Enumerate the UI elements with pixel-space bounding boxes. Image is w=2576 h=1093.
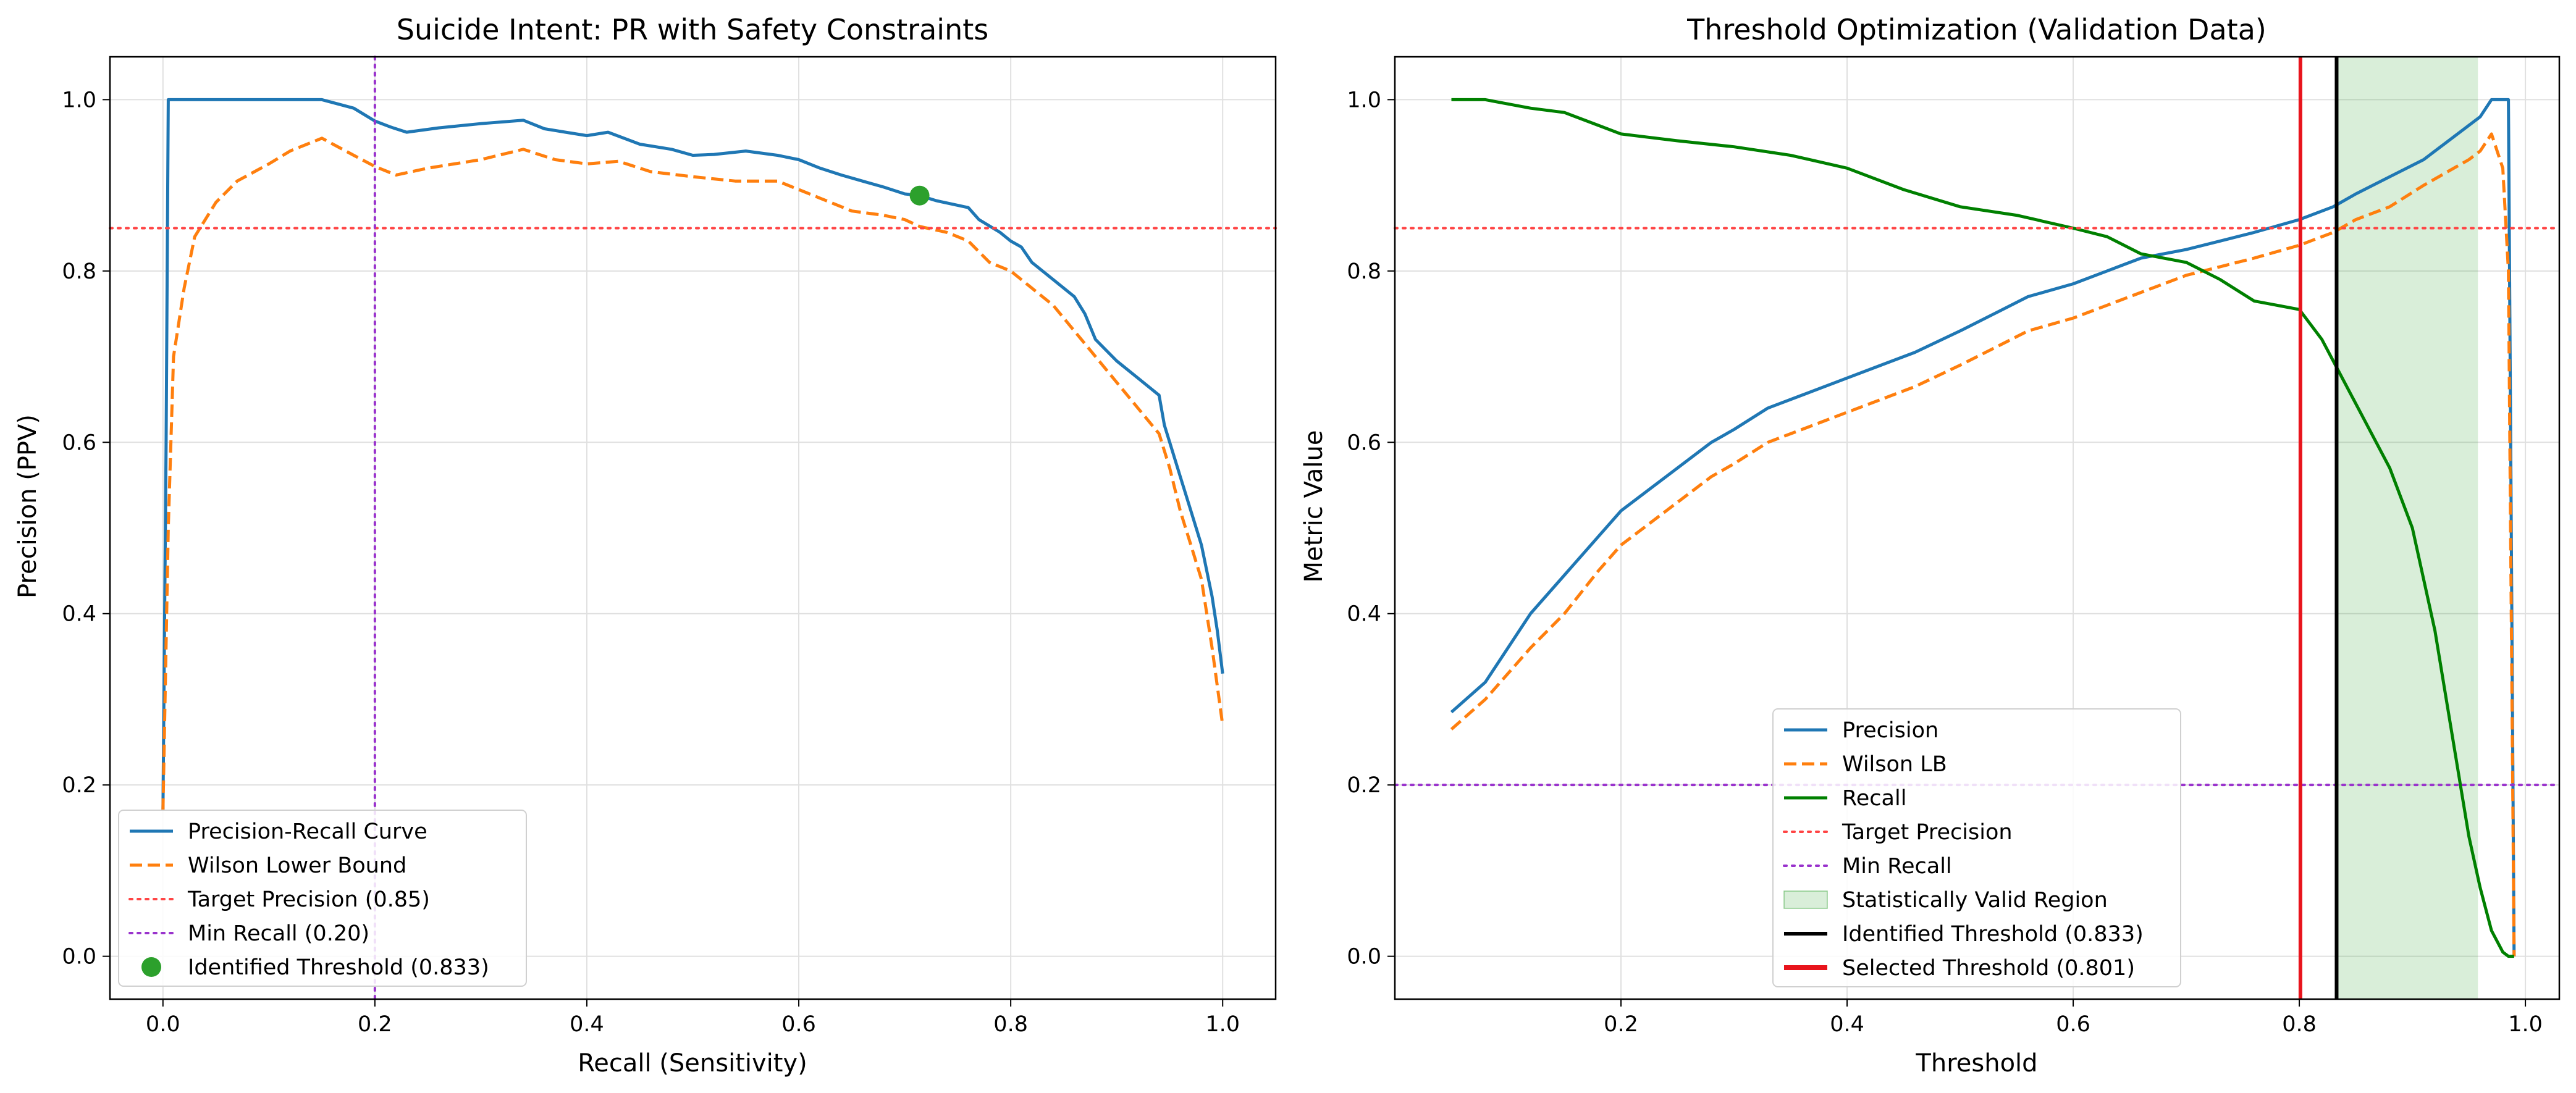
threshold-chart-title: Threshold Optimization (Validation Data) xyxy=(1686,13,2267,46)
legend-item-target-precision-0-85: Target Precision (0.85) xyxy=(128,887,430,912)
legend-item-identified-threshold-0-833: Identified Threshold (0.833) xyxy=(141,955,489,980)
x-tick-label: 0.2 xyxy=(1604,1012,1638,1037)
y-tick-label: 0.2 xyxy=(62,773,96,798)
legend-item-target-precision: Target Precision xyxy=(1783,820,2013,845)
legend-item-wilson-lb: Wilson LB xyxy=(1784,752,1947,777)
plot-frame xyxy=(109,56,1277,1000)
x-tick-label: 0.8 xyxy=(993,1012,1028,1037)
x-tick-label: 0.4 xyxy=(1830,1012,1864,1037)
y-tick-label: 0.6 xyxy=(1347,430,1381,455)
y-tick-label: 0.4 xyxy=(62,602,96,627)
y-tick-label: 1.0 xyxy=(1347,88,1381,112)
wilson-lower-bound-series-line xyxy=(161,136,1224,811)
recall-series-line xyxy=(1451,98,2514,958)
precision-series-line xyxy=(1450,98,2516,957)
legend-label: Statistically Valid Region xyxy=(1842,888,2108,913)
x-tick-label: 0.6 xyxy=(781,1012,816,1037)
x-tick-label: 0.2 xyxy=(358,1012,392,1037)
legend-label: Precision-Recall Curve xyxy=(188,819,427,844)
threshold-chart-xlabel: Threshold xyxy=(1915,1049,2037,1078)
threshold-chart-axes xyxy=(1394,56,2561,1000)
y-tick-label: 0.2 xyxy=(1347,773,1381,798)
legend-item-min-recall: Min Recall xyxy=(1783,854,1952,879)
legend-label: Identified Threshold (0.833) xyxy=(1842,922,2144,947)
legend-item-statistically-valid-region: Statistically Valid Region xyxy=(1783,888,2108,913)
legend-item-identified-threshold-0-833: Identified Threshold (0.833) xyxy=(1784,922,2144,947)
wilson-lb-series-line xyxy=(1450,132,2516,957)
legend-item-recall: Recall xyxy=(1784,786,1906,811)
pr-chart-xlabel: Recall (Sensitivity) xyxy=(578,1049,807,1078)
legend-label: Selected Threshold (0.801) xyxy=(1842,956,2135,981)
legend-label: Precision xyxy=(1842,718,1938,743)
legend-item-precision: Precision xyxy=(1784,718,1938,743)
legend-label: Min Recall xyxy=(1842,854,1952,879)
pr-chart-title: Suicide Intent: PR with Safety Constrain… xyxy=(397,13,988,46)
x-tick-label: 0.0 xyxy=(146,1012,180,1037)
pr-chart-axes xyxy=(109,56,1277,1000)
y-tick-label: 0.6 xyxy=(62,430,96,455)
y-tick-label: 1.0 xyxy=(62,88,96,112)
legend-item-min-recall-0-20: Min Recall (0.20) xyxy=(128,921,369,946)
plot-frame xyxy=(1394,56,2561,1000)
legend-label: Identified Threshold (0.833) xyxy=(188,955,489,980)
identified-threshold-0-833-marker xyxy=(909,185,930,206)
threshold-chart-ylabel: Metric Value xyxy=(1300,430,1328,583)
y-tick-label: 0.8 xyxy=(1347,259,1381,284)
legend-label: Wilson Lower Bound xyxy=(188,853,406,878)
legend-swatch xyxy=(141,957,161,977)
legend-label: Target Precision xyxy=(1842,820,2013,845)
statistically-valid-region-region xyxy=(2336,57,2478,999)
threshold-chart-legend: Precision Wilson LB Recall Target Precision… xyxy=(1772,708,2181,987)
x-tick-label: 0.8 xyxy=(2282,1012,2317,1037)
legend-item-wilson-lower-bound: Wilson Lower Bound xyxy=(130,853,406,878)
pr-chart: Suicide Intent: PR with Safety Constrain… xyxy=(14,13,1277,1078)
x-tick-label: 0.4 xyxy=(570,1012,604,1037)
legend-label: Recall xyxy=(1842,786,1906,811)
legend-item-precision-recall-curve: Precision-Recall Curve xyxy=(130,819,427,844)
y-tick-label: 0.4 xyxy=(1347,602,1381,627)
legend-label: Target Precision (0.85) xyxy=(187,887,430,912)
legend-box xyxy=(118,810,527,987)
legend-label: Min Recall (0.20) xyxy=(188,921,369,946)
y-tick-label: 0.8 xyxy=(62,259,96,284)
legend-swatch xyxy=(1783,890,1828,909)
precision-recall-curve-series-line xyxy=(161,98,1224,811)
x-tick-label: 1.0 xyxy=(1205,1012,1240,1037)
legend-item-selected-threshold-0-801: Selected Threshold (0.801) xyxy=(1784,956,2135,981)
legend-label: Wilson LB xyxy=(1842,752,1947,777)
y-tick-label: 0.0 xyxy=(1347,945,1381,969)
threshold-chart: Threshold Optimization (Validation Data)… xyxy=(1300,13,2561,1078)
pr-chart-ylabel: Precision (PPV) xyxy=(14,414,42,598)
x-tick-label: 0.6 xyxy=(2056,1012,2090,1037)
legend-box xyxy=(1772,708,2181,987)
y-tick-label: 0.0 xyxy=(62,945,96,969)
x-tick-label: 1.0 xyxy=(2508,1012,2543,1037)
pr-chart-legend: Precision-Recall Curve Wilson Lower Bound… xyxy=(118,810,527,987)
